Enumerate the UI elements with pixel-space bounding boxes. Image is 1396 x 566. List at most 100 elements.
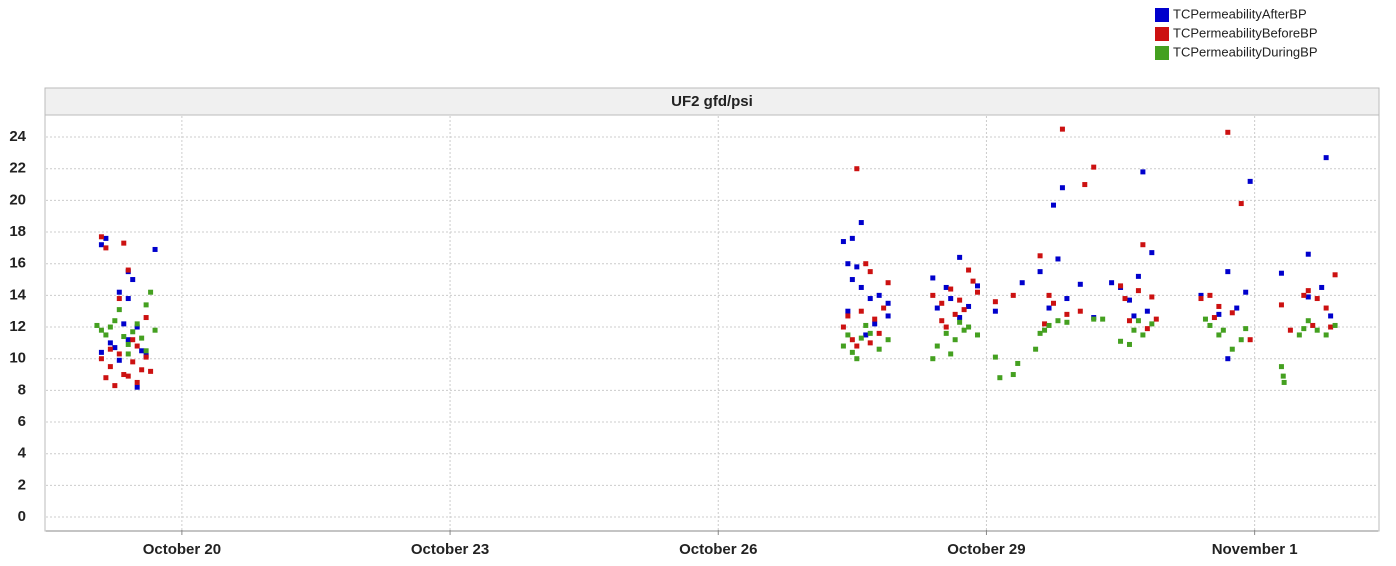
scatter-point <box>966 324 972 330</box>
scatter-point <box>849 337 855 343</box>
scatter-point <box>1015 360 1021 366</box>
scatter-point <box>849 277 855 283</box>
x-tick-label: October 23 <box>411 541 489 558</box>
scatter-point <box>1332 322 1338 328</box>
scatter-point <box>1247 337 1253 343</box>
x-tick-label: November 1 <box>1212 541 1298 558</box>
scatter-point <box>948 351 954 357</box>
scatter-point <box>1207 292 1213 298</box>
scatter-point <box>948 286 954 292</box>
scatter-point <box>98 349 104 355</box>
y-tick-label: 4 <box>18 445 27 462</box>
scatter-point <box>997 375 1003 381</box>
scatter-point <box>934 305 940 311</box>
scatter-point <box>134 343 140 349</box>
scatter-point <box>863 322 869 328</box>
scatter-point <box>1310 322 1316 328</box>
scatter-point <box>1281 379 1287 385</box>
scatter-point <box>125 337 131 343</box>
scatter-point <box>107 324 113 330</box>
scatter-point <box>1082 182 1088 188</box>
scatter-point <box>1037 253 1043 259</box>
scatter-point <box>143 354 149 360</box>
scatter-point <box>1229 310 1235 316</box>
scatter-point <box>1225 269 1231 275</box>
scatter-point <box>1305 294 1311 300</box>
scatter-point <box>872 316 878 322</box>
scatter-point <box>1131 313 1137 319</box>
scatter-point <box>1323 305 1329 311</box>
scatter-point <box>1149 294 1155 300</box>
scatter-point <box>1319 284 1325 290</box>
scatter-point <box>939 318 945 324</box>
legend-swatch <box>1155 27 1169 41</box>
scatter-point <box>1091 316 1097 322</box>
scatter-point <box>1247 178 1253 184</box>
y-tick-label: 10 <box>9 350 26 367</box>
scatter-point <box>1243 289 1249 295</box>
scatter-point <box>1243 326 1249 332</box>
scatter-point <box>992 308 998 314</box>
scatter-point <box>130 277 136 283</box>
scatter-point <box>107 346 113 352</box>
scatter-point <box>112 345 118 351</box>
scatter-point <box>143 348 149 354</box>
scatter-point <box>1225 129 1231 135</box>
scatter-point <box>1126 297 1132 303</box>
scatter-point <box>845 308 851 314</box>
scatter-point <box>1301 292 1307 298</box>
scatter-point <box>107 340 113 346</box>
scatter-point <box>1010 292 1016 298</box>
scatter-point <box>1216 311 1222 317</box>
y-tick-label: 16 <box>9 255 26 272</box>
y-tick-label: 18 <box>9 223 26 240</box>
scatter-point <box>134 384 140 390</box>
scatter-point <box>840 239 846 245</box>
scatter-point <box>1280 373 1286 379</box>
title-bar <box>44 87 1380 116</box>
scatter-point <box>1135 318 1141 324</box>
scatter-point <box>148 368 154 374</box>
scatter-point <box>1207 322 1213 328</box>
legend-label: TCPermeabilityAfterBP <box>1173 6 1307 21</box>
scatter-point <box>1131 327 1137 333</box>
scatter-point <box>1153 316 1159 322</box>
scatter-point <box>121 372 127 378</box>
scatter-point <box>125 341 131 347</box>
scatter-point <box>939 300 945 306</box>
scatter-point <box>139 335 145 341</box>
scatter-point <box>1046 305 1052 311</box>
scatter-point <box>134 324 140 330</box>
y-tick-label: 20 <box>9 191 26 208</box>
scatter-point <box>94 322 100 328</box>
scatter-point <box>107 364 113 370</box>
scatter-point <box>1126 318 1132 324</box>
scatter-point <box>121 334 127 340</box>
scatter-point <box>125 296 131 302</box>
scatter-point <box>148 289 154 295</box>
scatter-point <box>854 343 860 349</box>
scatter-point <box>134 321 140 327</box>
scatter-point <box>130 359 136 365</box>
scatter-point <box>1314 327 1320 333</box>
scatter-point <box>867 340 873 346</box>
y-tick-label: 22 <box>9 160 26 177</box>
scatter-point <box>143 315 149 321</box>
scatter-point <box>872 321 878 327</box>
scatter-point <box>854 166 860 172</box>
scatter-point <box>1225 356 1231 362</box>
scatter-point <box>152 246 158 252</box>
scatter-point <box>1328 324 1334 330</box>
plot-frame <box>44 87 1380 532</box>
scatter-point <box>876 292 882 298</box>
scatter-point <box>1122 296 1128 302</box>
scatter-point <box>943 330 949 336</box>
scatter-point <box>1135 273 1141 279</box>
scatter-point <box>121 240 127 246</box>
scatter-point <box>1037 330 1043 336</box>
scatter-point <box>112 383 118 389</box>
x-tick-label: October 20 <box>143 541 221 558</box>
scatter-point <box>863 261 869 267</box>
scatter-point <box>885 313 891 319</box>
x-tick-label: October 29 <box>947 541 1025 558</box>
